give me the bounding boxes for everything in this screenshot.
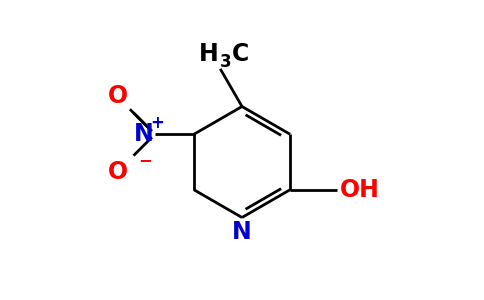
Text: C: C xyxy=(232,42,249,66)
Text: +: + xyxy=(151,114,164,132)
Text: N: N xyxy=(134,122,153,146)
Text: OH: OH xyxy=(340,178,379,202)
Text: 3: 3 xyxy=(220,53,232,71)
Text: O: O xyxy=(107,84,128,108)
Text: H: H xyxy=(199,42,219,66)
Text: N: N xyxy=(232,220,252,244)
Text: O: O xyxy=(107,160,128,184)
Text: −: − xyxy=(138,151,152,169)
